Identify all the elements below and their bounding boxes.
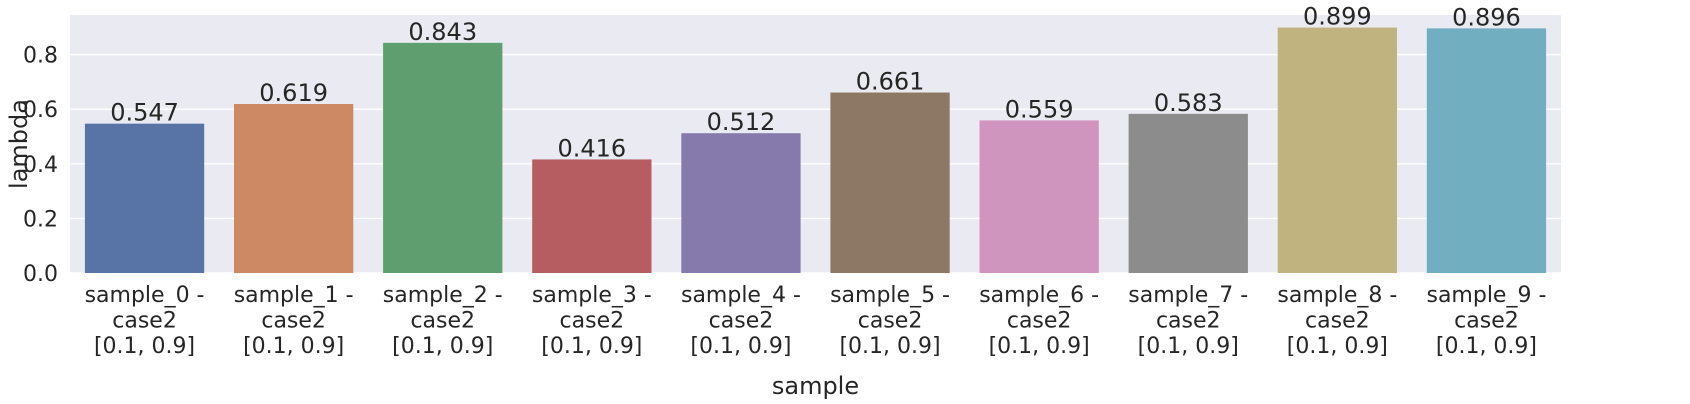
bar-9 [1426, 28, 1547, 273]
bar-4 [681, 133, 801, 273]
bar-8 [1277, 27, 1397, 273]
y-tick-labels: 0.0 0.2 0.4 0.6 0.8 [23, 44, 58, 287]
y-tick-label: 0.8 [23, 44, 58, 69]
data-label-1: 0.619 [259, 79, 328, 107]
x-tick-label-9: sample_9 -case2 [0.1, 0.9] [1426, 283, 1546, 359]
x-tick-label-7: sample_7 -case2 [0.1, 0.9] [1128, 283, 1248, 359]
data-label-9: 0.896 [1452, 3, 1521, 31]
bar-2 [383, 42, 503, 273]
y-tick-label: 0.6 [23, 98, 58, 123]
y-tick-label: 0.4 [23, 153, 58, 178]
y-tick-label: 0.2 [23, 207, 58, 232]
data-label-5: 0.661 [856, 68, 925, 96]
bar-7 [1128, 113, 1248, 273]
x-tick-label-2: sample_2 -case2 [0.1, 0.9] [383, 283, 503, 359]
x-tick-label-8: sample_8 -case2 [0.1, 0.9] [1277, 283, 1397, 359]
x-tick-label-6: sample_6 -case2 [0.1, 0.9] [979, 283, 1099, 359]
x-tick-label-0: sample_0 -case2 [0.1, 0.9] [85, 283, 205, 359]
bar-5 [830, 92, 950, 274]
y-axis-label: lambda [5, 99, 33, 189]
bar-6 [979, 120, 1099, 273]
bar-1 [234, 104, 354, 273]
x-tick-label-5: sample_5 -case2 [0.1, 0.9] [830, 283, 950, 359]
data-label-4: 0.512 [707, 108, 776, 136]
data-label-2: 0.843 [408, 18, 477, 46]
x-axis-label: sample [772, 372, 859, 400]
data-label-3: 0.416 [557, 134, 626, 162]
bar-3 [532, 159, 652, 273]
bars [84, 27, 1547, 274]
x-tick-labels: sample_0 -case2 [0.1, 0.9] sample_1 -case2… [85, 283, 1547, 359]
x-tick-label-1: sample_1 -case2 [0.1, 0.9] [234, 283, 354, 359]
x-tick-label-3: sample_3 -case2 [0.1, 0.9] [532, 283, 652, 359]
data-labels: 0.547 0.619 0.843 0.416 0.512 0.661 0.559 0.583… [110, 3, 1521, 163]
y-tick-label: 0.0 [23, 262, 58, 287]
bar-0 [84, 123, 205, 274]
x-tick-label-4: sample_4 -case2 [0.1, 0.9] [681, 283, 801, 359]
data-label-7: 0.583 [1154, 89, 1223, 117]
data-label-8: 0.899 [1303, 3, 1372, 31]
data-label-0: 0.547 [110, 99, 179, 127]
data-label-6: 0.559 [1005, 95, 1074, 123]
